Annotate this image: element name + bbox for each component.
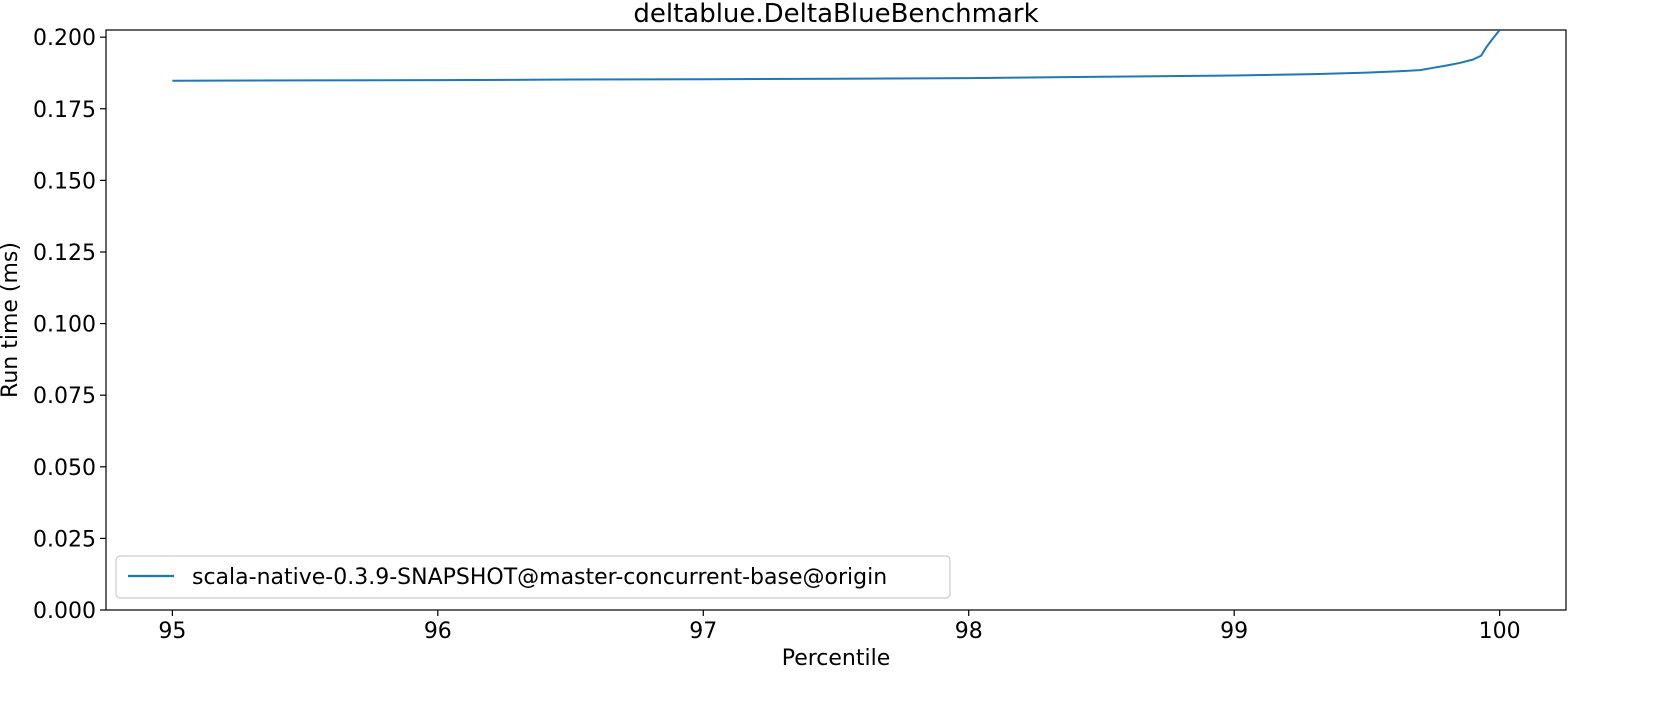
y-tick-label: 0.075 <box>33 384 96 409</box>
legend-box <box>115 555 951 599</box>
y-tick-label: 0.025 <box>33 527 96 552</box>
y-axis: 0.000 0.025 0.050 0.075 0.100 0.125 0.150 0.175… <box>33 26 106 624</box>
x-tick-label: 100 <box>1479 619 1521 644</box>
x-tick-label: 95 <box>158 619 186 644</box>
x-axis: 95 96 97 98 99 100 <box>158 610 1521 644</box>
y-tick-label: 0.125 <box>33 241 96 266</box>
plot-area <box>105 29 1567 611</box>
x-tick-label: 98 <box>955 619 983 644</box>
x-tick-label: 97 <box>689 619 717 644</box>
series-layer <box>172 30 1501 82</box>
y-tick-label: 0.175 <box>33 98 96 123</box>
y-tick-label: 0.000 <box>33 599 96 624</box>
legend: scala-native-0.3.9-SNAPSHOT@master-concu… <box>115 555 951 599</box>
legend-entry: scala-native-0.3.9-SNAPSHOT@master-concu… <box>192 565 887 590</box>
x-tick-label: 99 <box>1220 619 1248 644</box>
plot-frame <box>105 29 1567 611</box>
y-tick-label: 0.050 <box>33 456 96 481</box>
x-tick-label: 96 <box>424 619 452 644</box>
y-tick-label: 0.150 <box>33 169 96 194</box>
y-axis-label: Run time (ms) <box>0 242 23 398</box>
series-line-0 <box>172 30 1501 82</box>
y-tick-label: 0.100 <box>33 313 96 338</box>
y-tick-label: 0.200 <box>33 26 96 51</box>
chart-title: deltablue.DeltaBlueBenchmark <box>633 0 1038 29</box>
x-axis-label: Percentile <box>782 646 891 671</box>
